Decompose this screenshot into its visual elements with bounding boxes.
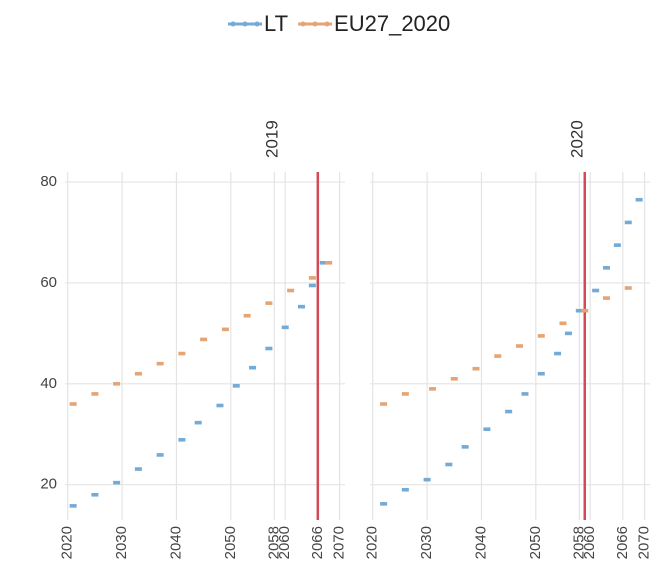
x-tick-label: 2060 (581, 526, 598, 559)
point (521, 392, 529, 396)
point (554, 351, 562, 356)
x-tick-label: 2030 (418, 526, 435, 559)
point (624, 286, 632, 290)
x-tick-label: 2070 (331, 526, 348, 559)
facet-title: 2019 (262, 120, 281, 158)
legend-dot (242, 21, 248, 27)
point (592, 288, 600, 293)
point (325, 260, 333, 265)
facet-title: 2020 (567, 120, 586, 158)
point (613, 243, 621, 247)
legend-dot (324, 21, 330, 27)
y-tick-label: 20 (40, 476, 57, 493)
point (483, 427, 491, 432)
x-tick-label: 2050 (222, 526, 239, 559)
point (156, 361, 164, 366)
point (603, 266, 611, 270)
point (516, 344, 524, 348)
point (134, 371, 142, 376)
point (194, 420, 202, 425)
point (178, 351, 186, 356)
point (287, 288, 295, 293)
point (221, 327, 229, 332)
point (91, 392, 99, 396)
x-tick-label: 2066 (309, 526, 326, 559)
point (461, 445, 469, 449)
point (298, 304, 306, 309)
point (445, 462, 453, 467)
x-tick-label: 2070 (636, 526, 653, 559)
point (281, 325, 289, 330)
x-tick-label: 2040 (167, 526, 184, 559)
y-tick-label: 60 (40, 274, 57, 291)
point (505, 409, 513, 414)
point (537, 334, 545, 338)
legend-dot (230, 21, 236, 27)
point (603, 296, 611, 300)
x-tick-label: 2020 (59, 526, 76, 559)
point (156, 453, 164, 457)
legend-dot (300, 21, 306, 27)
legend-dot (254, 21, 260, 27)
x-tick-label: 2058 (570, 526, 587, 559)
point (624, 220, 632, 225)
point (319, 260, 327, 265)
legend-label: LT (264, 11, 288, 36)
x-tick-label: 2058 (265, 526, 282, 559)
point (200, 337, 208, 342)
point (265, 346, 273, 351)
point (401, 392, 409, 396)
point (559, 321, 567, 326)
point (575, 308, 583, 313)
point (216, 403, 224, 408)
point (581, 308, 589, 313)
point (113, 480, 121, 485)
point (69, 402, 77, 406)
point (380, 502, 388, 506)
point (429, 387, 437, 391)
x-tick-label: 2050 (527, 526, 544, 559)
y-tick-label: 40 (40, 375, 57, 392)
x-tick-label: 2060 (276, 526, 293, 559)
point (494, 354, 502, 358)
point (308, 276, 316, 280)
point (134, 467, 142, 471)
point (243, 313, 251, 318)
legend-dot (312, 21, 318, 27)
x-tick-label: 2040 (472, 526, 489, 559)
point (401, 487, 409, 492)
point (472, 366, 480, 371)
point (423, 477, 431, 482)
point (232, 384, 240, 388)
point (91, 492, 99, 497)
point (308, 283, 316, 288)
legend-label: EU27_2020 (334, 11, 450, 36)
point (564, 331, 572, 336)
x-tick-label: 2030 (113, 526, 130, 559)
point (249, 365, 257, 370)
point (113, 382, 121, 386)
x-tick-label: 2066 (614, 526, 631, 559)
point (265, 301, 273, 305)
point (450, 376, 458, 381)
point (537, 371, 545, 376)
point (178, 438, 186, 442)
x-tick-label: 2020 (364, 526, 381, 559)
legend: LT EU27_2020 (228, 11, 450, 36)
point (69, 504, 77, 508)
point (635, 197, 643, 202)
point (380, 402, 388, 406)
y-tick-label: 80 (40, 173, 57, 190)
